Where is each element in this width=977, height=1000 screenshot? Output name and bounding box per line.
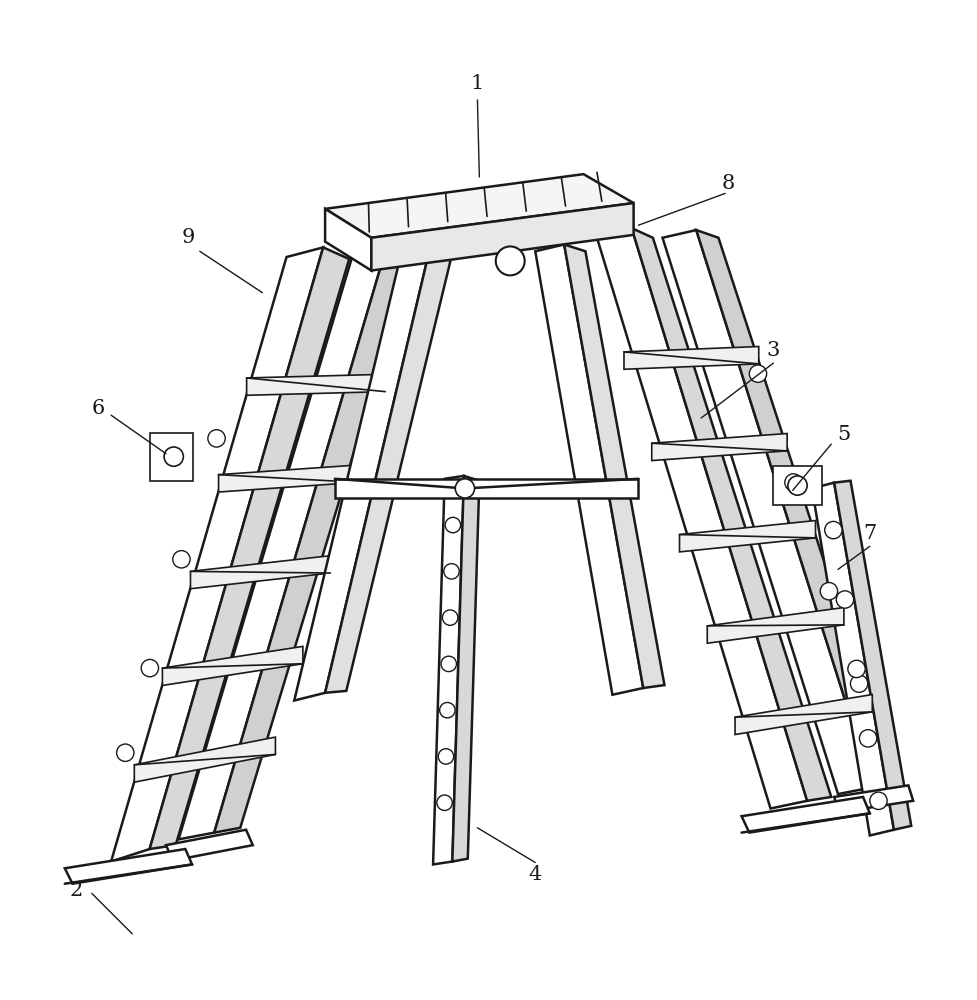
Polygon shape xyxy=(696,230,895,787)
Polygon shape xyxy=(679,521,815,552)
Polygon shape xyxy=(111,247,322,862)
Circle shape xyxy=(444,564,459,579)
Polygon shape xyxy=(324,251,450,693)
Polygon shape xyxy=(218,465,358,492)
Polygon shape xyxy=(324,209,371,271)
Text: 6: 6 xyxy=(92,399,106,418)
Circle shape xyxy=(116,744,134,761)
Circle shape xyxy=(495,246,524,275)
Circle shape xyxy=(847,660,865,678)
Polygon shape xyxy=(149,433,192,481)
Text: 2: 2 xyxy=(69,881,83,900)
Circle shape xyxy=(440,702,454,718)
Text: 3: 3 xyxy=(766,341,780,360)
Circle shape xyxy=(859,730,875,747)
Text: 9: 9 xyxy=(182,228,194,247)
Circle shape xyxy=(141,659,158,677)
Polygon shape xyxy=(811,483,893,836)
Circle shape xyxy=(438,749,453,764)
Polygon shape xyxy=(179,249,386,839)
Polygon shape xyxy=(191,556,330,589)
Circle shape xyxy=(173,551,190,568)
Circle shape xyxy=(208,430,225,447)
Polygon shape xyxy=(324,174,633,238)
Polygon shape xyxy=(334,479,638,498)
Polygon shape xyxy=(735,695,871,735)
Text: 1: 1 xyxy=(470,74,484,93)
Polygon shape xyxy=(661,230,871,794)
Polygon shape xyxy=(706,608,843,643)
Polygon shape xyxy=(773,466,821,505)
Polygon shape xyxy=(833,785,913,812)
Text: 7: 7 xyxy=(863,524,875,543)
Polygon shape xyxy=(134,737,276,782)
Polygon shape xyxy=(149,247,349,849)
Circle shape xyxy=(869,792,886,809)
Circle shape xyxy=(454,479,474,498)
Polygon shape xyxy=(294,251,429,701)
Polygon shape xyxy=(371,203,633,271)
Text: 4: 4 xyxy=(529,865,541,884)
Circle shape xyxy=(164,447,184,466)
Polygon shape xyxy=(166,830,252,861)
Circle shape xyxy=(820,583,836,600)
Circle shape xyxy=(784,474,801,491)
Circle shape xyxy=(824,521,841,539)
Circle shape xyxy=(850,675,867,692)
Circle shape xyxy=(835,591,853,608)
Polygon shape xyxy=(214,249,411,833)
Polygon shape xyxy=(64,849,191,884)
Polygon shape xyxy=(433,476,463,864)
Polygon shape xyxy=(623,347,758,369)
Circle shape xyxy=(442,610,457,625)
Circle shape xyxy=(441,656,456,672)
Circle shape xyxy=(787,476,806,495)
Polygon shape xyxy=(596,228,806,809)
Polygon shape xyxy=(833,481,911,830)
Circle shape xyxy=(748,365,766,382)
Circle shape xyxy=(437,795,451,810)
Polygon shape xyxy=(246,374,385,395)
Polygon shape xyxy=(651,434,786,461)
Text: 5: 5 xyxy=(836,425,850,444)
Polygon shape xyxy=(741,797,869,833)
Polygon shape xyxy=(162,646,303,685)
Text: 8: 8 xyxy=(721,174,734,193)
Circle shape xyxy=(445,517,460,533)
Polygon shape xyxy=(452,476,479,862)
Polygon shape xyxy=(631,228,830,801)
Polygon shape xyxy=(564,245,663,688)
Polygon shape xyxy=(534,245,643,695)
